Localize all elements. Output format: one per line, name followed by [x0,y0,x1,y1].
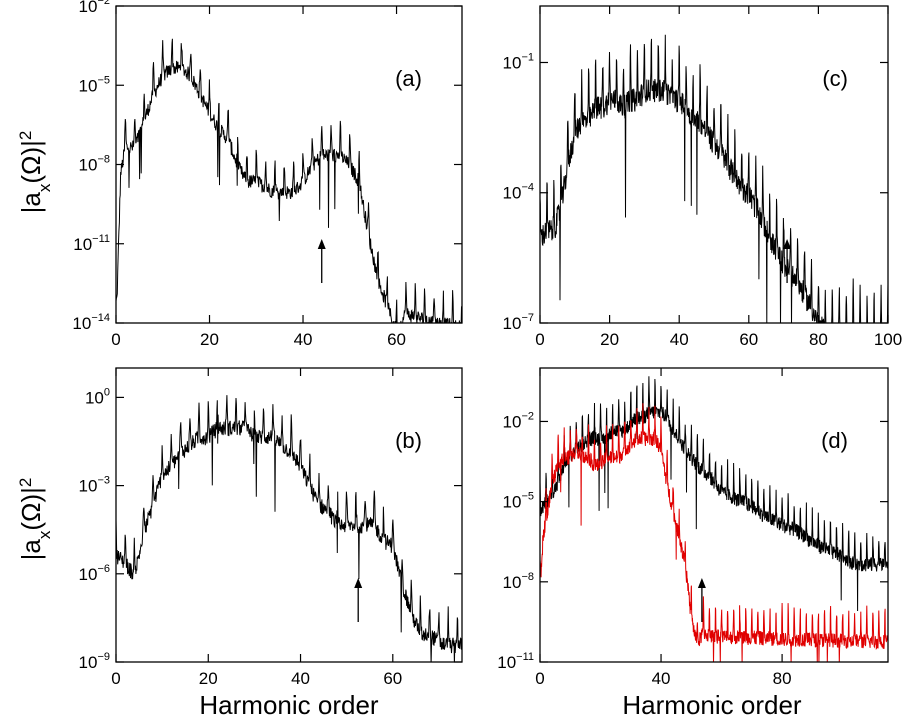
x-tick-label: 20 [200,330,219,349]
y-tick-label: 10−4 [503,182,534,203]
y-tick-label: 10−7 [503,312,534,333]
y-axis-label-top: |ax(Ω)|2 [16,131,54,214]
arrow-head [317,239,326,249]
arrow-head [354,578,363,588]
plot-frame [115,367,463,663]
x-axis-label-left: Harmonic order [199,690,379,720]
x-tick-label: 20 [199,669,218,688]
y-tick-label: 10−11 [73,233,110,254]
x-tick-label: 0 [535,330,544,349]
y-tick-label: 10−3 [79,475,110,496]
x-tick-label: 40 [670,330,689,349]
y-tick-label: 10−8 [503,571,534,592]
y-tick-label: 10−9 [79,651,110,672]
y-tick-label: 10−5 [79,74,110,95]
panel-label: (a) [395,66,422,91]
y-tick-label: 10−11 [497,651,534,672]
y-tick-label: 100 [85,386,110,407]
panel-label: (d) [821,428,848,453]
y-tick-label: 10−6 [79,563,110,584]
panel-label: (b) [395,428,422,453]
panel-label: (c) [822,66,848,91]
panel-a: 0 20 40 60 10−2 10−5 10−8 10−11 10−14 (a) [72,0,463,349]
series-line-black [116,38,462,323]
arrow-head [783,239,792,249]
x-tick-label: 20 [600,330,619,349]
arrow-head [697,578,706,588]
panel-b: 0 20 40 60 100 10−3 10−6 10−9 (b) [79,367,463,688]
y-tick-label: 10−8 [79,154,110,175]
x-tick-label: 40 [652,669,671,688]
x-tick-label: 60 [387,330,406,349]
x-tick-label: 60 [739,330,758,349]
series-line-red [540,403,888,662]
x-tick-label: 40 [291,669,310,688]
plot-frame [539,367,889,663]
y-tick-label: 10−2 [503,410,534,431]
y-tick-label: 10−14 [72,312,110,333]
x-tick-label: 80 [809,330,828,349]
series-line-black [540,34,888,323]
x-tick-label: 60 [383,669,402,688]
x-tick-label: 40 [294,330,313,349]
plot-frame [115,5,463,324]
panel-d: 0 40 80 10−2 10−5 10−8 10−11 (d) [497,367,889,688]
x-axis-label-right: Harmonic order [622,690,802,720]
plot-frame [539,5,889,324]
x-tick-label: 0 [111,330,120,349]
x-tick-label: 0 [535,669,544,688]
y-tick-label: 10−5 [503,491,534,512]
x-tick-label: 80 [773,669,792,688]
y-tick-label: 10−2 [79,0,110,16]
y-tick-label: 10−1 [503,51,534,72]
series-line-black [116,395,462,662]
y-axis-label-bottom: |ax(Ω)|2 [16,478,54,561]
x-tick-label: 0 [111,669,120,688]
x-tick-label: 100 [874,330,902,349]
panel-c: 0 20 40 60 80 100 10−1 10−4 10−7 (c) [503,5,902,349]
series-line-black [540,376,888,612]
